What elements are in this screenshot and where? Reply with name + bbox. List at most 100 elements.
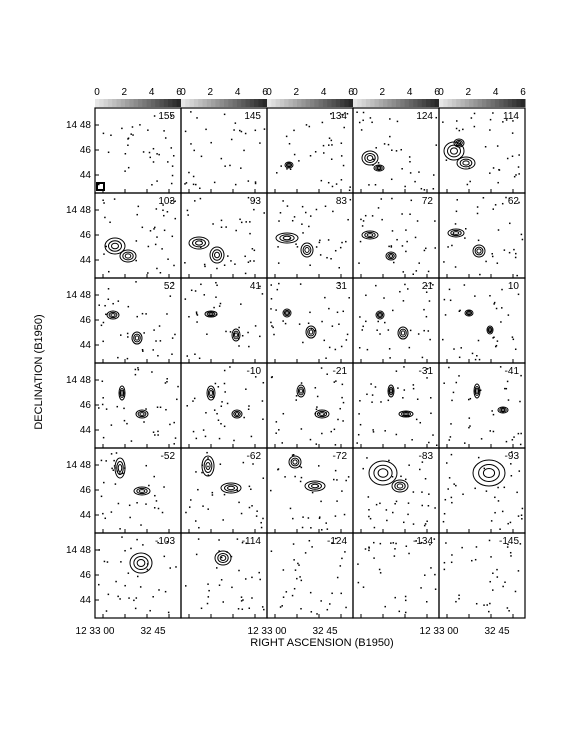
noise-dot (124, 153, 127, 155)
noise-dot (341, 241, 343, 244)
contour (377, 468, 389, 478)
panel-label: -62 (247, 451, 262, 462)
noise-dot (515, 174, 517, 176)
noise-dot (281, 442, 283, 444)
noise-dot (158, 153, 160, 156)
noise-dot (497, 181, 499, 184)
noise-dot (516, 491, 518, 494)
noise-dot (345, 606, 347, 609)
noise-dot (373, 541, 375, 544)
noise-dot (152, 596, 154, 598)
noise-dot (255, 515, 258, 517)
contour (119, 249, 137, 263)
noise-dot (107, 288, 110, 290)
contour (204, 310, 218, 318)
contour (304, 480, 326, 492)
contour (234, 332, 238, 338)
noise-dot (494, 511, 496, 514)
noise-dot (261, 606, 264, 608)
noise-dot (452, 233, 454, 236)
panel-label: 41 (250, 281, 262, 292)
noise-dot (162, 209, 164, 212)
noise-dot (190, 499, 192, 501)
noise-dot (321, 529, 323, 531)
noise-dot (244, 272, 247, 275)
colorbar-cell (267, 99, 272, 107)
noise-dot (184, 262, 186, 264)
noise-dot (249, 221, 251, 223)
noise-dot (400, 475, 402, 478)
noise-dot (107, 151, 110, 154)
noise-dot (135, 259, 137, 262)
contour (131, 331, 143, 345)
noise-dot (259, 285, 261, 288)
noise-dot (410, 199, 413, 202)
noise-dot (445, 159, 448, 161)
noise-dot (136, 502, 138, 504)
contour (486, 325, 494, 335)
noise-dot (253, 199, 256, 202)
noise-dot (163, 214, 165, 217)
y-tick-label: 46 (80, 570, 92, 581)
noise-dot (415, 270, 418, 272)
noise-dot (169, 567, 171, 569)
noise-dot (455, 600, 457, 603)
noise-dot (417, 333, 420, 335)
contour (394, 481, 406, 491)
noise-dot (409, 172, 412, 174)
noise-dot (119, 528, 121, 530)
panel (438, 532, 526, 619)
colorbar-tick-label: 2 (294, 87, 300, 98)
contour (473, 383, 481, 399)
noise-dot (333, 428, 336, 431)
noise-dot (289, 168, 292, 170)
noise-dot (445, 542, 447, 544)
noise-dot (429, 543, 431, 546)
noise-dot (488, 610, 490, 613)
contour (208, 312, 214, 316)
noise-dot (173, 264, 175, 267)
noise-dot (248, 485, 251, 488)
noise-dot (190, 111, 192, 113)
noise-dot (468, 417, 471, 419)
noise-dot (251, 248, 254, 250)
noise-dot (174, 200, 176, 202)
contour (488, 328, 492, 332)
colorbar-cell (249, 99, 255, 107)
noise-dot (492, 208, 495, 210)
noise-dot (199, 197, 202, 200)
contour (284, 161, 294, 169)
noise-dot (504, 387, 506, 390)
noise-dot (330, 257, 332, 260)
noise-dot (398, 610, 401, 613)
noise-dot (251, 597, 253, 599)
noise-dot (315, 443, 318, 445)
noise-dot (340, 592, 342, 595)
noise-dot (142, 151, 145, 153)
noise-dot (508, 610, 510, 612)
noise-dot (506, 157, 509, 160)
noise-dot (492, 413, 495, 416)
noise-dot (377, 207, 380, 209)
noise-dot (285, 135, 288, 138)
colorbar-cell (460, 99, 466, 107)
noise-dot (134, 607, 137, 610)
contour (376, 311, 384, 319)
noise-dot (154, 494, 156, 497)
noise-dot (321, 432, 323, 435)
noise-dot (200, 607, 203, 610)
noise-dot (395, 433, 398, 436)
noise-dot (326, 373, 328, 375)
noise-dot (405, 250, 407, 253)
noise-dot (236, 489, 239, 492)
noise-dot (103, 202, 105, 204)
noise-dot (479, 389, 482, 392)
noise-dot (247, 180, 250, 182)
noise-dot (387, 399, 390, 402)
noise-dot (517, 166, 520, 168)
noise-dot (492, 589, 494, 591)
noise-dot (336, 479, 338, 481)
noise-dot (296, 246, 299, 248)
noise-dot (337, 418, 339, 421)
noise-dot (113, 459, 115, 462)
